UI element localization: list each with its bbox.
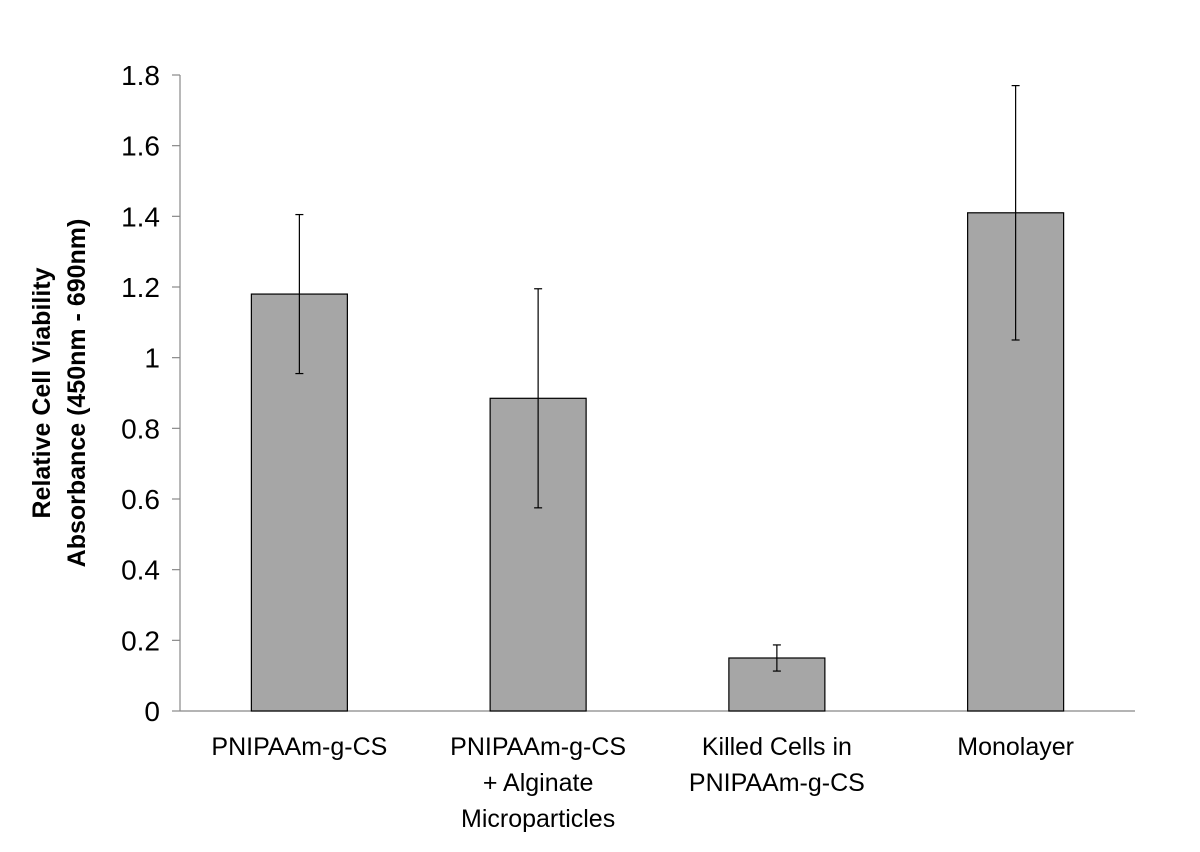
y-axis-ticks: 0 0.2 0.4 0.6 0.8 1 1.2 1.4 1.6 1.8 <box>121 60 180 727</box>
category-label: PNIPAAm-g-CS <box>211 733 387 761</box>
y-tick-label: 1 <box>144 343 160 374</box>
y-axis-title-line: Absorbance (450nm - 690nm) <box>63 219 91 568</box>
y-axis-title: Relative Cell Viability Absorbance (450nm… <box>28 219 91 568</box>
y-tick-label: 0.6 <box>121 484 160 515</box>
y-tick-label: 0 <box>144 696 160 727</box>
category-label: + Alginate <box>483 769 594 797</box>
y-tick-label: 0.8 <box>121 413 160 444</box>
y-tick-label: 0.2 <box>121 625 160 656</box>
category-label: Monolayer <box>957 733 1074 761</box>
y-tick-label: 1.8 <box>121 60 160 91</box>
error-bar <box>1011 84 1020 341</box>
y-tick-label: 0.4 <box>121 555 160 586</box>
y-tick-label: 1.6 <box>121 131 160 162</box>
category-labels: PNIPAAm-g-CS PNIPAAm-g-CS + Alginate Microp… <box>211 733 1074 833</box>
error-bars <box>295 84 1020 672</box>
category-label: Killed Cells in <box>702 733 852 761</box>
category-label: PNIPAAm-g-CS <box>450 733 626 761</box>
category-label: Microparticles <box>461 805 615 833</box>
error-bar <box>772 644 781 672</box>
bars <box>250 212 1065 712</box>
category-label: PNIPAAm-g-CS <box>689 769 865 797</box>
error-bar <box>534 288 543 509</box>
y-axis-title-line: Relative Cell Viability <box>28 267 56 518</box>
error-bar <box>295 213 304 375</box>
y-tick-label: 1.2 <box>121 272 160 303</box>
y-tick-label: 1.4 <box>121 201 160 232</box>
